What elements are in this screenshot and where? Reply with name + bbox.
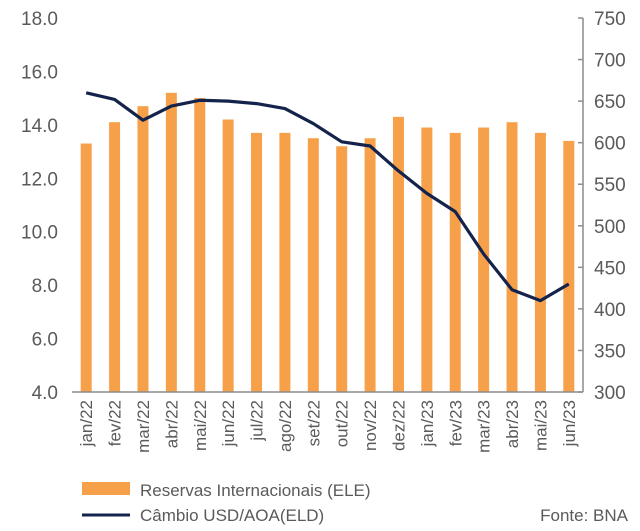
right-axis: 300 350 400 450 500 550 600 650 700 750 (578, 9, 626, 404)
bar-abr-23 (507, 122, 518, 392)
bar-mai-22 (194, 98, 205, 392)
legend: Reservas Internacionais (ELE) Câmbio USD… (82, 481, 371, 525)
x-tick-label: abr/22 (162, 400, 181, 448)
bar-out-22 (336, 146, 347, 392)
right-tick-label: 400 (594, 300, 626, 321)
left-axis: 4.0 6.0 8.0 10.0 12.0 14.0 16.0 18.0 (21, 9, 58, 404)
right-tick-label: 300 (594, 383, 626, 404)
x-tick-label: nov/22 (361, 400, 380, 451)
right-tick-label: 450 (594, 258, 626, 279)
bar-fev-23 (450, 133, 461, 392)
right-tick-label: 550 (594, 175, 626, 196)
bar-ago-22 (279, 133, 290, 392)
right-tick-label: 500 (594, 217, 626, 238)
bar-jun-23 (563, 141, 574, 392)
legend-swatch-bars (82, 482, 130, 495)
bar-mai-23 (535, 133, 546, 392)
legend-label-bars: Reservas Internacionais (ELE) (140, 481, 371, 500)
bar-mar-22 (137, 106, 148, 392)
x-axis: jan/22 fev/22 mar/22 abr/22 mai/22 jun/22 jul/… (72, 392, 583, 453)
x-tick-label: jul/22 (248, 400, 267, 442)
x-tick-label: jun/23 (560, 400, 579, 447)
right-tick-label: 650 (594, 92, 626, 113)
bar-jan-22 (81, 144, 92, 392)
bar-jan-23 (421, 128, 432, 392)
line-series (86, 93, 569, 301)
x-tick-label: jan/23 (418, 400, 437, 447)
left-tick-label: 12.0 (21, 169, 58, 190)
source-note: Fonte: BNA (540, 506, 629, 525)
left-tick-label: 14.0 (21, 116, 58, 137)
x-tick-label: jan/22 (77, 400, 96, 447)
left-tick-label: 6.0 (32, 330, 58, 351)
bar-nov-22 (365, 138, 376, 392)
left-tick-label: 16.0 (21, 62, 58, 83)
left-tick-label: 10.0 (21, 223, 58, 244)
x-tick-label: set/22 (304, 400, 323, 446)
x-tick-label: out/22 (333, 400, 352, 447)
bar-jun-22 (223, 120, 234, 392)
bar-jul-22 (251, 133, 262, 392)
x-tick-label: mar/22 (134, 400, 153, 453)
bar-fev-22 (109, 122, 120, 392)
exchange-rate-line (86, 93, 569, 301)
left-tick-label: 8.0 (32, 276, 58, 297)
x-tick-label: fev/22 (106, 400, 125, 446)
x-tick-label: jun/22 (219, 400, 238, 447)
right-tick-label: 600 (594, 134, 626, 155)
bar-series (81, 93, 575, 392)
bar-abr-22 (166, 93, 177, 392)
bar-set-22 (308, 138, 319, 392)
left-tick-label: 18.0 (21, 9, 58, 30)
x-tick-label: fev/23 (446, 400, 465, 446)
x-tick-label: mai/23 (531, 400, 550, 451)
right-tick-label: 700 (594, 51, 626, 72)
left-tick-label: 4.0 (32, 383, 58, 404)
right-tick-label: 750 (594, 9, 626, 30)
x-tick-label: mai/22 (191, 400, 210, 451)
x-tick-label: abr/23 (503, 400, 522, 448)
right-tick-label: 350 (594, 341, 626, 362)
x-tick-label: dez/22 (389, 400, 408, 451)
legend-label-line: Câmbio USD/AOA(ELD) (140, 506, 324, 525)
x-tick-label: ago/22 (276, 400, 295, 452)
x-tick-label: mar/23 (475, 400, 494, 453)
bar-dez-22 (393, 117, 404, 392)
